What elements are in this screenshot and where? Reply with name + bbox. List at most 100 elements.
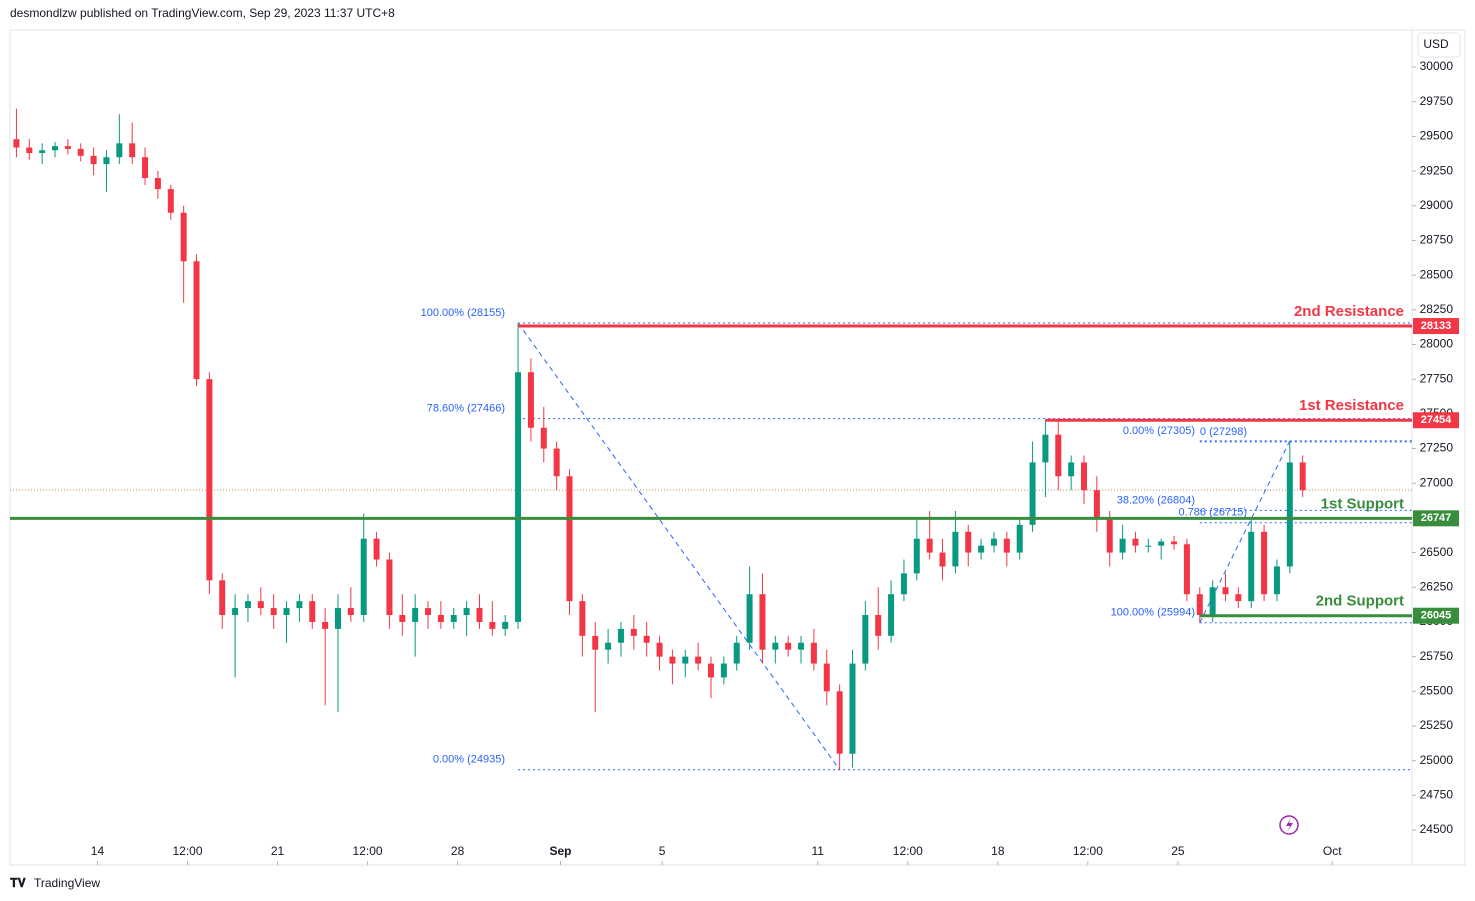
candle-body bbox=[900, 573, 907, 595]
x-tick-label: 12:00 bbox=[353, 844, 383, 858]
fib-label: 38.20% (26804) bbox=[1117, 494, 1195, 506]
candle-body bbox=[1196, 594, 1203, 616]
candle-body bbox=[219, 580, 226, 616]
candle-body bbox=[695, 656, 702, 664]
candle-body bbox=[888, 594, 895, 636]
candle-body bbox=[167, 189, 174, 213]
x-tick-label: 18 bbox=[991, 844, 1005, 858]
candle-body bbox=[1119, 538, 1126, 553]
candle-body bbox=[437, 615, 444, 622]
fib-label: 0.00% (27305) bbox=[1123, 425, 1195, 437]
y-tick-label: 28250 bbox=[1420, 302, 1454, 316]
candle-body bbox=[579, 601, 586, 636]
candle-body bbox=[373, 538, 380, 560]
level-label: 1st Support bbox=[1321, 495, 1404, 512]
candle-body bbox=[1055, 434, 1062, 477]
candle-body bbox=[154, 178, 161, 190]
y-tick-label: 26500 bbox=[1420, 545, 1454, 559]
candle-body bbox=[1158, 541, 1165, 546]
x-tick-label: 12:00 bbox=[172, 844, 202, 858]
x-tick-label: Sep bbox=[550, 844, 572, 858]
candle-body bbox=[103, 157, 110, 165]
candle-body bbox=[1042, 434, 1049, 463]
candle-body bbox=[270, 608, 277, 616]
candle-body bbox=[720, 663, 727, 678]
x-tick-label: 11 bbox=[812, 844, 825, 858]
fib-label: 0.786 (26715) bbox=[1179, 507, 1248, 519]
price-tag bbox=[1413, 607, 1459, 624]
y-tick-label: 25750 bbox=[1420, 649, 1454, 663]
y-tick-label: 24500 bbox=[1420, 822, 1454, 836]
candle-body bbox=[515, 372, 522, 622]
candle-body bbox=[283, 608, 290, 616]
candle-body bbox=[52, 146, 59, 151]
price-tag-label: 26045 bbox=[1421, 610, 1452, 622]
candle-body bbox=[206, 379, 213, 581]
candle-body bbox=[180, 212, 187, 262]
x-tick-label: Oct bbox=[1323, 844, 1342, 858]
candle-body bbox=[386, 559, 393, 616]
candle-body bbox=[1222, 587, 1229, 595]
fib-label: 78.60% (27466) bbox=[427, 402, 505, 414]
candle-body bbox=[682, 656, 689, 664]
price-tag-label: 27454 bbox=[1421, 414, 1452, 426]
candle-body bbox=[26, 147, 33, 154]
candle-body bbox=[360, 538, 367, 616]
header: desmondlzw published on TradingView.com,… bbox=[10, 6, 395, 20]
candle-body bbox=[772, 642, 779, 650]
y-tick-label: 27250 bbox=[1420, 441, 1454, 455]
candle-body bbox=[77, 148, 84, 156]
candle-body bbox=[836, 691, 843, 754]
footer: TradingView bbox=[34, 876, 100, 890]
candle-body bbox=[1248, 531, 1255, 602]
level-label: 2nd Resistance bbox=[1294, 303, 1404, 320]
price-tag bbox=[1413, 510, 1459, 527]
candle-body bbox=[708, 663, 714, 678]
candle-body bbox=[810, 642, 817, 664]
candle-body bbox=[1183, 544, 1190, 595]
candle-body bbox=[592, 635, 599, 650]
candle-body bbox=[746, 594, 753, 643]
candle-body bbox=[990, 538, 997, 546]
candle-body bbox=[399, 615, 406, 622]
candle-body bbox=[566, 476, 573, 602]
x-tick-label: 21 bbox=[271, 844, 285, 858]
candle-body bbox=[476, 608, 483, 622]
candle-body bbox=[39, 150, 46, 154]
x-tick-label: 12:00 bbox=[1073, 844, 1103, 858]
candle-body bbox=[1261, 531, 1268, 595]
candle-body bbox=[759, 594, 766, 650]
candle-body bbox=[425, 608, 432, 616]
event-icon[interactable] bbox=[1279, 815, 1299, 835]
fib-trend bbox=[1199, 440, 1291, 624]
fib-label: 100.00% (28155) bbox=[421, 307, 505, 319]
candle-body bbox=[13, 139, 20, 148]
y-tick-label: 26250 bbox=[1420, 579, 1454, 593]
candle-body bbox=[334, 608, 341, 629]
candle-body bbox=[309, 601, 316, 622]
candle-body bbox=[733, 642, 740, 664]
candle-body bbox=[244, 601, 251, 609]
candle-body bbox=[617, 628, 624, 643]
candle-body bbox=[322, 621, 329, 629]
y-tick-label: 28500 bbox=[1420, 267, 1454, 281]
candle-body bbox=[347, 608, 354, 616]
y-tick-label: 25500 bbox=[1420, 683, 1454, 697]
logo: 𝐓𝐕 bbox=[10, 876, 27, 890]
logo-mark: 𝐓𝐕 bbox=[10, 876, 27, 890]
candle-body bbox=[605, 642, 612, 650]
candle-body bbox=[489, 621, 496, 629]
currency-box bbox=[1417, 32, 1461, 58]
candle-body bbox=[926, 538, 933, 553]
candle-body bbox=[630, 628, 637, 636]
y-tick-label: 28000 bbox=[1420, 337, 1454, 351]
y-tick-label: 27750 bbox=[1420, 371, 1454, 385]
x-tick-label: 12:00 bbox=[893, 844, 923, 858]
candle-body bbox=[849, 663, 856, 754]
price-tag bbox=[1413, 318, 1459, 335]
candle-body bbox=[232, 608, 239, 616]
currency: USD bbox=[1423, 37, 1449, 51]
fib-trend bbox=[517, 322, 841, 770]
candle-body bbox=[952, 531, 959, 567]
